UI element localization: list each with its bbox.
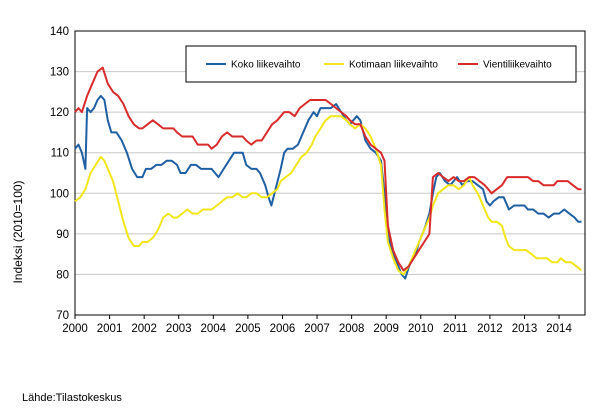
x-tick-label: 2000: [62, 323, 88, 335]
x-tick-label: 2001: [97, 323, 123, 335]
x-axis-ticks: 2000 2001 2002 2003 2004 2005 2006 2007 2008 2009…: [62, 315, 572, 335]
x-tick-label: 2012: [477, 323, 503, 335]
x-tick-label: 2003: [166, 323, 192, 335]
x-tick-label: 2008: [339, 323, 365, 335]
y-tick-label: 120: [50, 107, 69, 119]
x-tick-label: 2014: [546, 323, 572, 335]
series-lines: [74, 66, 583, 280]
y-tick-label: 100: [50, 188, 69, 200]
x-tick-label: 2010: [408, 323, 434, 335]
x-tick-label: 2006: [270, 323, 296, 335]
x-tick-label: 2002: [131, 323, 157, 335]
y-axis-ticks: 70 80 90 100 110 120 130 140: [50, 26, 69, 322]
y-tick-label: 110: [51, 148, 69, 160]
plot-area: [74, 30, 586, 316]
y-tick-label: 130: [50, 67, 69, 79]
x-tick-label: 2013: [512, 323, 538, 335]
legend-label: Kotimaan liikevaihto: [349, 60, 438, 71]
x-tick-label: 2004: [201, 323, 227, 335]
y-axis-title: Indeksi (2010=100): [11, 180, 25, 283]
x-tick-label: 2009: [373, 323, 399, 335]
source-note: Lähde:Tilastokeskus: [22, 392, 122, 404]
x-tick-label: 2011: [443, 323, 468, 335]
legend-label: Vientiliikevaihto: [483, 60, 552, 71]
y-tick-label: 90: [56, 229, 69, 241]
series-line: [74, 66, 582, 272]
x-tick-label: 2007: [304, 323, 330, 335]
legend: Koko liikevaihto Kotimaan liikevaihto Vien…: [185, 45, 577, 83]
series-line: [74, 94, 582, 280]
legend-label: Koko liikevaihto: [231, 60, 301, 71]
x-tick-label: 2005: [235, 323, 261, 335]
series-line: [74, 115, 583, 276]
legend-box: [185, 45, 577, 83]
y-tick-label: 80: [56, 269, 69, 281]
y-tick-label: 70: [56, 310, 69, 322]
y-tick-label: 140: [50, 26, 69, 38]
